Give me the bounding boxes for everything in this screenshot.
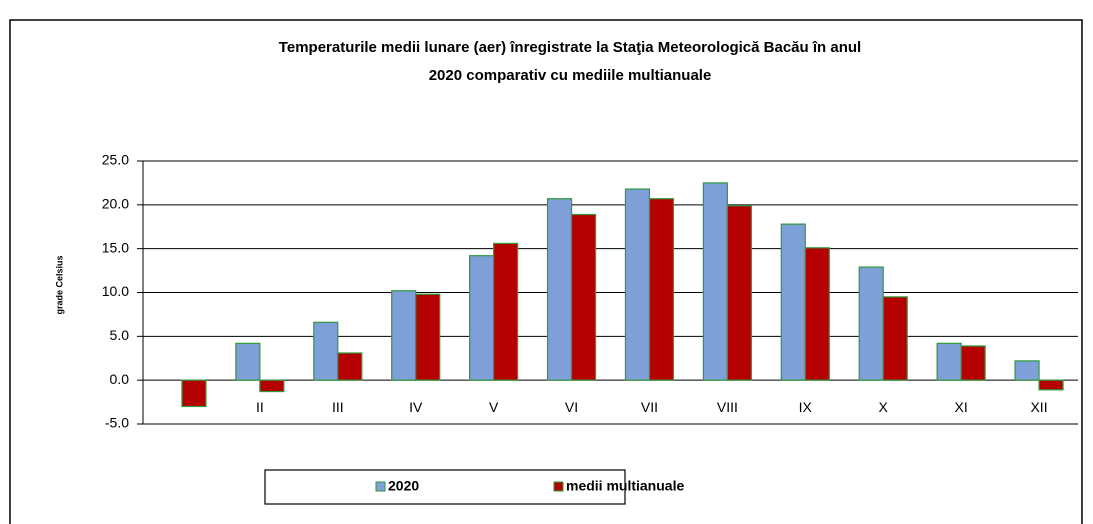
bar — [391, 290, 417, 381]
x-tick-label: XII — [1030, 399, 1047, 415]
bar — [415, 293, 441, 381]
bar — [259, 379, 285, 393]
x-tick-label: IV — [409, 399, 423, 415]
bar — [936, 342, 962, 381]
x-tick-label: X — [879, 399, 889, 415]
bar — [1038, 379, 1064, 391]
y-axis-label: grade Celsius — [54, 255, 64, 314]
bar — [235, 342, 261, 381]
x-tick-label: V — [489, 399, 499, 415]
x-tick-label: IX — [799, 399, 813, 415]
bar — [624, 188, 651, 381]
legend — [264, 469, 626, 505]
y-tick-label: 15.0 — [102, 239, 129, 255]
legend-swatch — [553, 481, 564, 492]
x-tick-label: III — [332, 399, 344, 415]
bar — [882, 296, 908, 381]
bar — [804, 247, 830, 381]
y-tick-label: 0.0 — [110, 371, 130, 387]
bar — [960, 345, 986, 381]
chart-subtitle: 2020 comparativ cu mediile multianuale — [429, 67, 712, 84]
bar — [858, 266, 884, 381]
y-tick-label: 25.0 — [102, 152, 129, 168]
bar — [1014, 360, 1040, 381]
y-tick-label: -5.0 — [105, 415, 129, 431]
bar — [469, 255, 495, 381]
bar — [337, 352, 363, 381]
bar — [493, 242, 519, 381]
y-tick-label: 5.0 — [110, 327, 130, 343]
bar — [726, 205, 752, 381]
bar — [702, 182, 728, 381]
y-tick-label: 20.0 — [102, 196, 129, 212]
bar — [313, 321, 339, 381]
legend-label: 2020 — [388, 478, 419, 494]
x-tick-label: VIII — [717, 399, 738, 415]
y-tick-label: 10.0 — [102, 283, 129, 299]
bar — [570, 213, 597, 381]
bar — [546, 198, 573, 381]
x-tick-label: VI — [565, 399, 578, 415]
bar — [181, 379, 207, 408]
legend-label: medii multianuale — [566, 478, 684, 494]
x-tick-label: XI — [955, 399, 968, 415]
chart-frame — [9, 19, 1083, 524]
bar — [780, 223, 806, 381]
legend-swatch — [375, 481, 386, 492]
bar — [648, 198, 675, 381]
x-tick-label: II — [256, 399, 264, 415]
x-tick-label: VII — [641, 399, 658, 415]
chart-title: Temperaturile medii lunare (aer) înregis… — [279, 39, 861, 56]
